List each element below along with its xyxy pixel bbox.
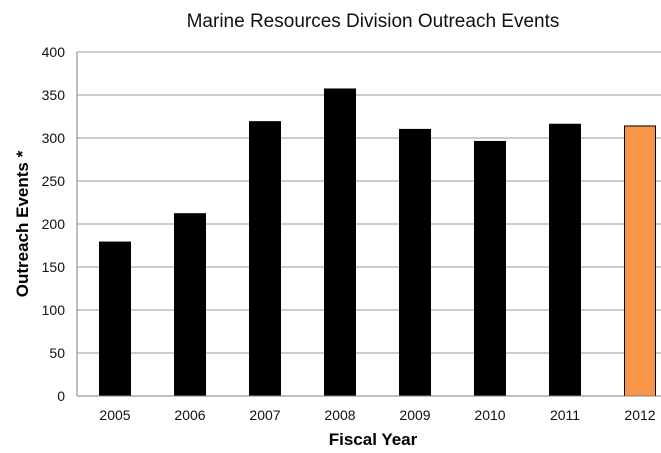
x-tick-label: 2005 [99, 407, 130, 423]
x-tick-label: 2006 [174, 407, 205, 423]
bar-2005 [99, 241, 131, 397]
y-tick-label: 350 [42, 87, 66, 103]
y-tick-labels: 0 50 100 150 200 250 300 350 400 [42, 44, 66, 404]
axes [76, 52, 661, 397]
chart-title: Marine Resources Division Outreach Event… [187, 11, 560, 32]
bar-2010 [474, 140, 506, 397]
x-axis-label: Fiscal Year [329, 430, 418, 449]
bar-2008 [324, 88, 356, 397]
y-tick-label: 250 [42, 173, 66, 189]
x-tick-labels: 2005 2006 2007 2008 2009 2010 2011 2012 [99, 407, 655, 423]
y-tick-label: 400 [42, 44, 66, 60]
bar-2009 [399, 128, 431, 397]
x-tick-label: 2007 [249, 407, 280, 423]
x-tick-label: 2008 [324, 407, 355, 423]
y-tick-label: 100 [42, 302, 66, 318]
x-tick-label: 2010 [474, 407, 505, 423]
y-tick-label: 150 [42, 259, 66, 275]
bar-2007 [249, 121, 281, 397]
y-tick-label: 0 [57, 388, 65, 404]
bars [99, 88, 656, 397]
y-axis-label: Outreach Events * [13, 150, 32, 297]
bar-2011 [549, 123, 581, 397]
y-tick-label: 50 [49, 345, 65, 361]
x-tick-label: 2011 [550, 407, 580, 423]
bar-2006 [174, 213, 206, 397]
bar-2012 [624, 125, 656, 397]
y-tick-label: 200 [42, 216, 66, 232]
x-tick-label: 2009 [399, 407, 430, 423]
x-tick-label: 2012 [624, 407, 655, 423]
y-tick-label: 300 [42, 130, 66, 146]
